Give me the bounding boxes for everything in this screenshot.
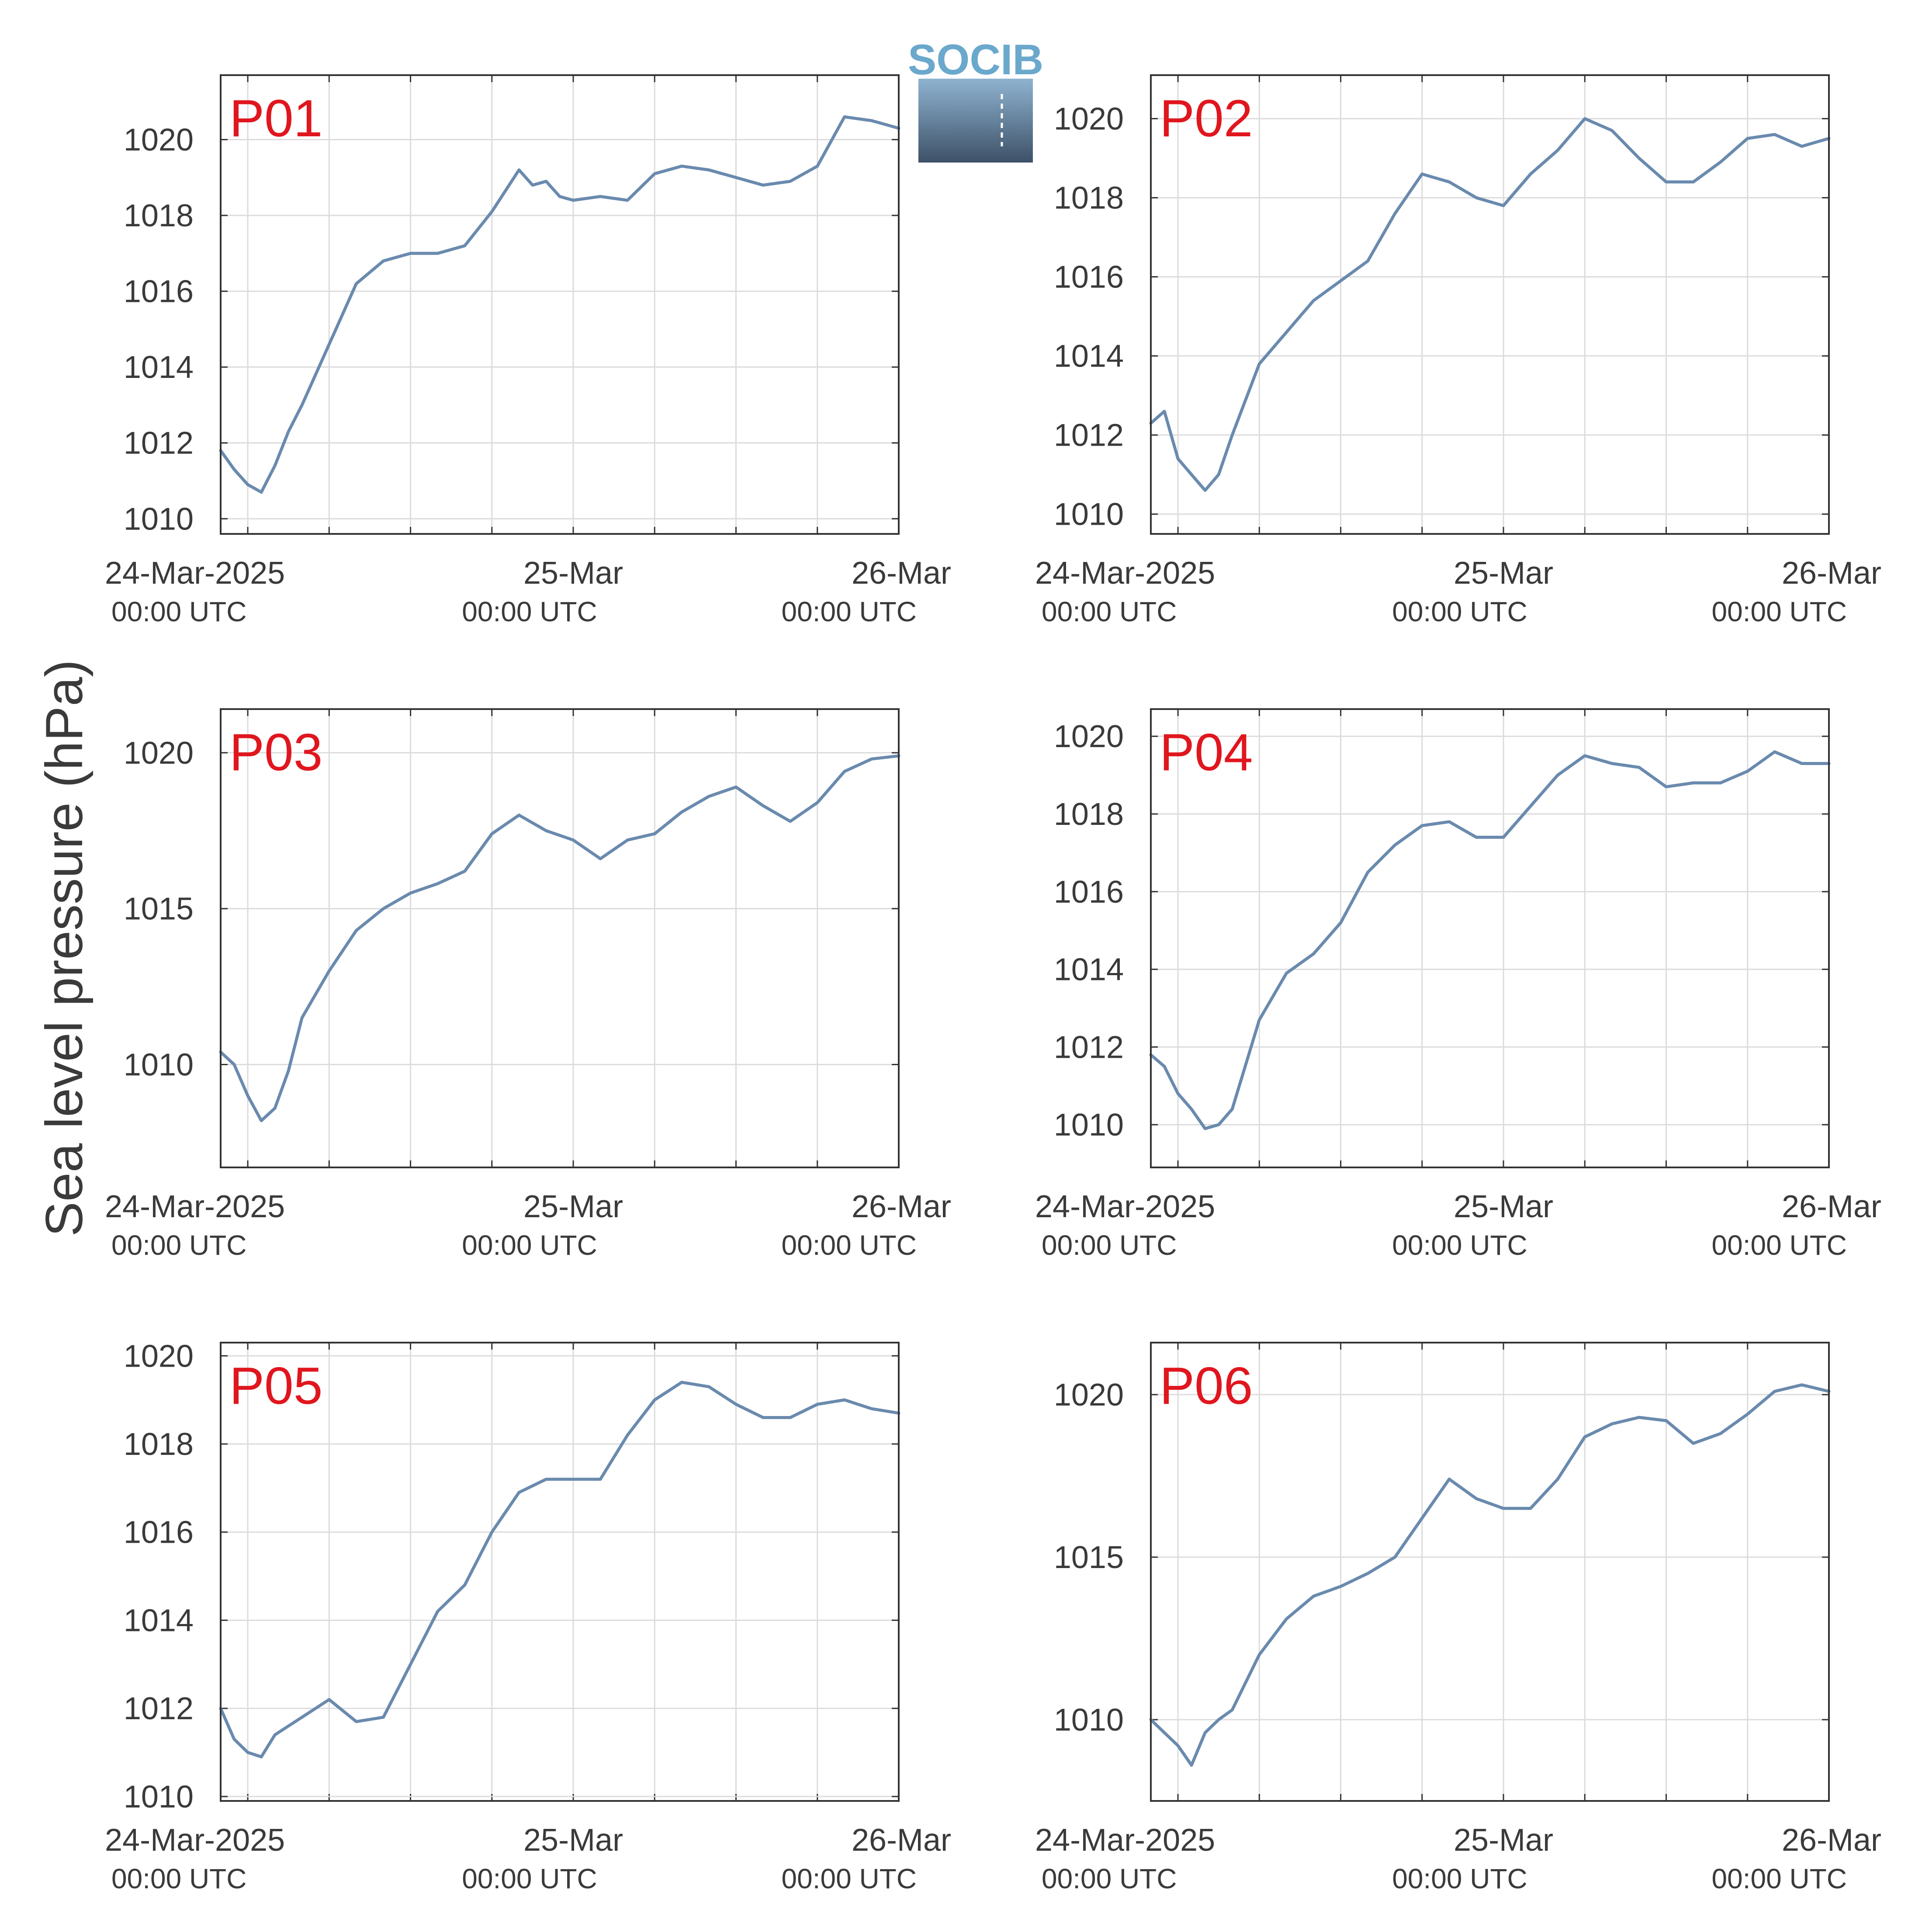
y-axis-title: Sea level pressure (hPa) bbox=[35, 660, 93, 1237]
chart-panel-p01: 1010 1012 1014 1016 1018 1020 24-Mar-2025 00:00… bbox=[105, 74, 951, 627]
y-tick-label: 1010 bbox=[124, 1048, 194, 1083]
y-tick-label: 1016 bbox=[124, 1515, 194, 1550]
y-tick-label: 1014 bbox=[1054, 952, 1124, 987]
chart-panel-p06: 1010 1015 1020 24-Mar-2025 00:00 UTC 25-Mar 00… bbox=[1035, 1342, 1881, 1894]
x-tick-sublabel: 00:00 UTC bbox=[1392, 596, 1527, 627]
y-tick-label: 1012 bbox=[1054, 1030, 1124, 1065]
y-tick-label: 1018 bbox=[124, 1427, 194, 1462]
panel-label: P01 bbox=[229, 89, 323, 148]
y-tick-label: 1014 bbox=[124, 1603, 194, 1638]
panel-label: P05 bbox=[229, 1357, 323, 1415]
y-tick-label: 1010 bbox=[1054, 1108, 1124, 1143]
axes-frame bbox=[1150, 708, 1830, 1168]
x-tick-sublabel: 00:00 UTC bbox=[1712, 1229, 1847, 1261]
chart-panel-p04: 1010 1012 1014 1016 1018 1020 24-Mar-2025 00:00… bbox=[1035, 708, 1881, 1261]
x-tick-sublabel: 00:00 UTC bbox=[111, 1863, 246, 1894]
x-tick-sublabel: 00:00 UTC bbox=[1712, 1863, 1847, 1894]
x-tick-sublabel: 00:00 UTC bbox=[462, 1229, 597, 1261]
x-tick-label: 25-Mar bbox=[523, 556, 623, 591]
y-tick-label: 1010 bbox=[124, 1780, 194, 1814]
y-tick-label: 1012 bbox=[1054, 418, 1124, 453]
x-tick-label: 26-Mar bbox=[852, 1823, 951, 1858]
pressure-series-line bbox=[1149, 1383, 1831, 1767]
y-tick-label: 1012 bbox=[124, 1691, 194, 1726]
y-tick-label: 1016 bbox=[1054, 875, 1124, 910]
socib-logo: SOCIB bbox=[908, 35, 1043, 163]
x-tick-label: 24-Mar-2025 bbox=[1035, 556, 1215, 591]
x-tick-sublabel: 00:00 UTC bbox=[1712, 596, 1847, 627]
x-tick-label: 26-Mar bbox=[1782, 556, 1881, 591]
x-tick-sublabel: 00:00 UTC bbox=[111, 1229, 246, 1261]
x-tick-sublabel: 00:00 UTC bbox=[1392, 1863, 1527, 1894]
y-tick-label: 1020 bbox=[1054, 1378, 1124, 1413]
x-tick-sublabel: 00:00 UTC bbox=[462, 1863, 597, 1894]
axes-frame bbox=[1150, 74, 1830, 535]
y-tick-label: 1020 bbox=[124, 1339, 194, 1374]
y-tick-label: 1010 bbox=[1054, 1703, 1124, 1738]
x-tick-label: 25-Mar bbox=[1454, 556, 1553, 591]
pressure-series-line bbox=[219, 1381, 900, 1759]
y-tick-label: 1018 bbox=[1054, 797, 1124, 832]
x-tick-sublabel: 00:00 UTC bbox=[782, 1863, 917, 1894]
y-tick-label: 1010 bbox=[1054, 497, 1124, 532]
x-tick-label: 26-Mar bbox=[852, 556, 951, 591]
axes-frame bbox=[1150, 1342, 1830, 1802]
y-tick-label: 1020 bbox=[1054, 719, 1124, 754]
y-tick-label: 1016 bbox=[124, 274, 194, 309]
pressure-series-line bbox=[1149, 117, 1831, 492]
x-tick-sublabel: 00:00 UTC bbox=[782, 1229, 917, 1261]
panel-label: P04 bbox=[1160, 723, 1253, 782]
pressure-series-line bbox=[1149, 750, 1831, 1130]
axes-frame bbox=[220, 74, 900, 535]
panel-label: P02 bbox=[1160, 89, 1253, 148]
x-tick-label: 24-Mar-2025 bbox=[105, 556, 285, 591]
y-tick-label: 1020 bbox=[124, 736, 194, 771]
svg-text:SOCIB: SOCIB bbox=[908, 35, 1043, 83]
panel-label: P06 bbox=[1160, 1357, 1253, 1415]
panel-label: P03 bbox=[229, 723, 323, 782]
chart-panel-p03: 1010 1015 1020 24-Mar-2025 00:00 UTC 25-Mar 00… bbox=[105, 708, 951, 1261]
x-tick-sublabel: 00:00 UTC bbox=[1042, 1863, 1177, 1894]
y-tick-label: 1020 bbox=[1054, 102, 1124, 137]
y-tick-label: 1010 bbox=[124, 502, 194, 537]
x-tick-sublabel: 00:00 UTC bbox=[462, 596, 597, 627]
axes-frame bbox=[220, 1342, 900, 1802]
y-tick-label: 1018 bbox=[1054, 181, 1124, 216]
y-tick-label: 1016 bbox=[1054, 260, 1124, 295]
y-tick-label: 1020 bbox=[124, 123, 194, 158]
y-tick-label: 1015 bbox=[124, 892, 194, 927]
y-tick-label: 1015 bbox=[1054, 1540, 1124, 1575]
x-tick-label: 24-Mar-2025 bbox=[105, 1189, 285, 1224]
x-tick-label: 26-Mar bbox=[1782, 1823, 1881, 1858]
x-tick-label: 25-Mar bbox=[1454, 1189, 1553, 1224]
x-tick-sublabel: 00:00 UTC bbox=[782, 596, 917, 627]
x-tick-label: 25-Mar bbox=[523, 1189, 623, 1224]
chart-panel-p02: 1010 1012 1014 1016 1018 1020 24-Mar-2025 00:00… bbox=[1035, 74, 1881, 627]
pressure-series-line bbox=[219, 115, 900, 494]
x-tick-sublabel: 00:00 UTC bbox=[111, 596, 246, 627]
x-tick-label: 24-Mar-2025 bbox=[1035, 1189, 1215, 1224]
x-tick-label: 25-Mar bbox=[1454, 1823, 1553, 1858]
x-tick-label: 26-Mar bbox=[1782, 1189, 1881, 1224]
y-tick-label: 1014 bbox=[124, 350, 194, 385]
x-tick-label: 24-Mar-2025 bbox=[1035, 1823, 1215, 1858]
y-tick-label: 1012 bbox=[124, 426, 194, 461]
x-tick-label: 25-Mar bbox=[523, 1823, 623, 1858]
chart-panel-p05: 1010 1012 1014 1016 1018 1020 24-Mar-2025 00:00… bbox=[105, 1339, 951, 1894]
pressure-series-line bbox=[219, 754, 900, 1122]
y-tick-label: 1014 bbox=[1054, 339, 1124, 374]
x-tick-sublabel: 00:00 UTC bbox=[1392, 1229, 1527, 1261]
x-tick-label: 26-Mar bbox=[852, 1189, 951, 1224]
x-tick-label: 24-Mar-2025 bbox=[105, 1823, 285, 1858]
axes-frame bbox=[220, 708, 900, 1168]
x-tick-sublabel: 00:00 UTC bbox=[1042, 596, 1177, 627]
y-tick-label: 1018 bbox=[124, 198, 194, 233]
x-tick-sublabel: 00:00 UTC bbox=[1042, 1229, 1177, 1261]
